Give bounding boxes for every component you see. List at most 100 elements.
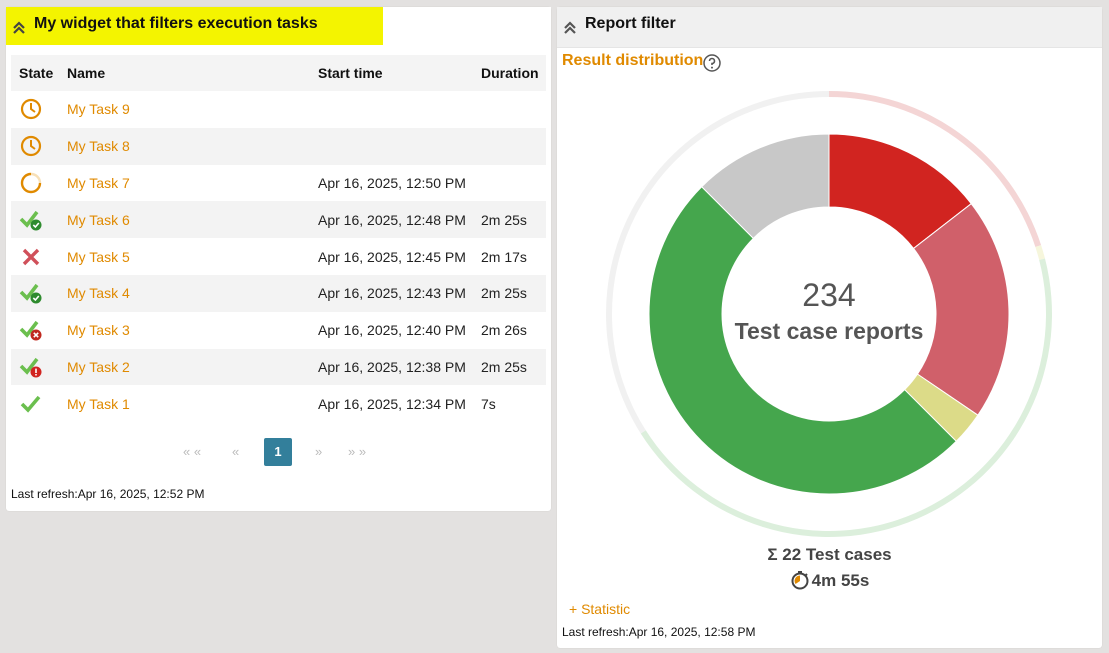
duration-summary: 4m 55s <box>557 570 1102 591</box>
name-cell: My Task 1 <box>59 385 310 423</box>
table-row[interactable]: My Task 7 Apr 16, 2025, 12:50 PM <box>11 164 546 202</box>
last-refresh-text: Last refresh:Apr 16, 2025, 12:58 PM <box>562 625 756 639</box>
slice-4[interactable] <box>701 133 830 240</box>
start-time-cell: Apr 16, 2025, 12:45 PM <box>310 238 473 275</box>
state-cell <box>11 238 59 275</box>
widget-title: My widget that filters execution tasks <box>34 15 318 32</box>
clock-icon <box>19 97 43 121</box>
task-name-link[interactable]: My Task 7 <box>67 174 130 191</box>
name-cell: My Task 8 <box>59 127 310 165</box>
start-time-cell <box>310 127 473 165</box>
outer-ring-segment-1[interactable] <box>1035 245 1045 261</box>
task-table: State Name Start time Duration My Task 9… <box>11 55 546 423</box>
check-ok-icon <box>19 281 43 305</box>
name-cell: My Task 2 <box>59 348 310 386</box>
duration-cell: 2m 25s <box>473 348 546 386</box>
table-header-row: State Name Start time Duration <box>11 55 546 91</box>
duration-cell <box>473 91 546 128</box>
duration-value: 4m 55s <box>811 571 870 590</box>
start-time-cell: Apr 16, 2025, 12:38 PM <box>310 348 473 386</box>
duration-cell: 2m 17s <box>473 238 546 275</box>
task-name-link[interactable]: My Task 6 <box>67 211 130 228</box>
help-icon[interactable] <box>703 54 721 72</box>
check-ok-icon <box>19 208 43 232</box>
execution-tasks-widget: My widget that filters execution tasks S… <box>6 7 551 511</box>
name-cell: My Task 6 <box>59 201 310 239</box>
last-page-button[interactable]: » » <box>348 444 367 459</box>
collapse-icon[interactable] <box>11 20 27 36</box>
state-cell <box>11 385 59 423</box>
prev-page-button[interactable]: « <box>232 444 240 459</box>
first-page-button[interactable]: « « <box>183 444 202 459</box>
slice-3[interactable] <box>648 186 957 495</box>
test-case-summary: Σ 22 Test cases <box>767 545 892 564</box>
collapse-icon[interactable] <box>562 20 578 36</box>
task-name-link[interactable]: My Task 9 <box>67 101 130 118</box>
total-label: Test case reports <box>734 318 924 344</box>
duration-cell: 2m 25s <box>473 201 546 239</box>
stopwatch-icon <box>791 571 809 590</box>
column-header-state[interactable]: State <box>11 55 59 91</box>
name-cell: My Task 7 <box>59 164 310 202</box>
slice-1[interactable] <box>912 202 1010 416</box>
clock-icon <box>19 134 43 158</box>
column-header-start-time[interactable]: Start time <box>310 55 473 91</box>
name-cell: My Task 5 <box>59 238 310 275</box>
widget-header: Report filter <box>557 7 1102 48</box>
start-time-cell: Apr 16, 2025, 12:34 PM <box>310 385 473 423</box>
start-time-cell: Apr 16, 2025, 12:40 PM <box>310 311 473 349</box>
task-name-link[interactable]: My Task 8 <box>67 138 130 155</box>
widget-header: My widget that filters execution tasks <box>6 7 551 48</box>
cross-icon <box>19 245 43 269</box>
table-row[interactable]: My Task 3 Apr 16, 2025, 12:40 PM 2m 26s <box>11 311 546 349</box>
report-filter-widget: Report filter Result distribution 234 Te… <box>557 7 1102 648</box>
check-error-icon <box>19 318 43 342</box>
duration-cell: 2m 25s <box>473 274 546 312</box>
state-cell <box>11 311 59 349</box>
check-warning-icon <box>19 355 43 379</box>
state-cell <box>11 348 59 386</box>
table-row[interactable]: My Task 6 Apr 16, 2025, 12:48 PM 2m 25s <box>11 201 546 239</box>
check-icon <box>19 392 43 416</box>
pagination: « « « 1 » » » <box>6 438 551 466</box>
total-count: 234 <box>802 277 856 313</box>
start-time-cell: Apr 16, 2025, 12:48 PM <box>310 201 473 239</box>
table-row[interactable]: My Task 2 Apr 16, 2025, 12:38 PM 2m 25s <box>11 348 546 386</box>
task-name-link[interactable]: My Task 4 <box>67 285 130 302</box>
state-cell <box>11 274 59 312</box>
table-row[interactable]: My Task 5 Apr 16, 2025, 12:45 PM 2m 17s <box>11 238 546 275</box>
duration-cell <box>473 127 546 165</box>
table-row[interactable]: My Task 9 <box>11 91 546 128</box>
table-row[interactable]: My Task 4 Apr 16, 2025, 12:43 PM 2m 25s <box>11 274 546 312</box>
running-icon <box>19 171 43 195</box>
name-cell: My Task 3 <box>59 311 310 349</box>
state-cell <box>11 127 59 165</box>
name-cell: My Task 4 <box>59 274 310 312</box>
page-1-button[interactable]: 1 <box>264 438 292 466</box>
column-header-name[interactable]: Name <box>59 55 310 91</box>
state-cell <box>11 91 59 128</box>
outer-ring-segment-3[interactable] <box>606 91 829 434</box>
last-refresh-text: Last refresh:Apr 16, 2025, 12:52 PM <box>11 487 205 501</box>
task-name-link[interactable]: My Task 1 <box>67 395 130 412</box>
result-distribution-donut-chart <box>606 91 1052 538</box>
next-page-button[interactable]: » <box>315 444 323 459</box>
column-header-duration[interactable]: Duration <box>473 55 546 91</box>
duration-cell <box>473 164 546 202</box>
task-name-link[interactable]: My Task 5 <box>67 248 130 265</box>
start-time-cell <box>310 91 473 128</box>
section-title: Result distribution <box>562 52 704 69</box>
start-time-cell: Apr 16, 2025, 12:43 PM <box>310 274 473 312</box>
task-name-link[interactable]: My Task 3 <box>67 322 130 339</box>
outer-ring-segment-0[interactable] <box>829 91 1042 247</box>
name-cell: My Task 9 <box>59 91 310 128</box>
table-row[interactable]: My Task 1 Apr 16, 2025, 12:34 PM 7s <box>11 385 546 423</box>
widget-title-highlight: My widget that filters execution tasks <box>6 7 383 45</box>
state-cell <box>11 164 59 202</box>
statistic-link[interactable]: + Statistic <box>569 601 631 617</box>
task-name-link[interactable]: My Task 2 <box>67 358 130 375</box>
state-cell <box>11 201 59 239</box>
duration-cell: 2m 26s <box>473 311 546 349</box>
table-row[interactable]: My Task 8 <box>11 127 546 165</box>
widget-title: Report filter <box>585 15 676 32</box>
